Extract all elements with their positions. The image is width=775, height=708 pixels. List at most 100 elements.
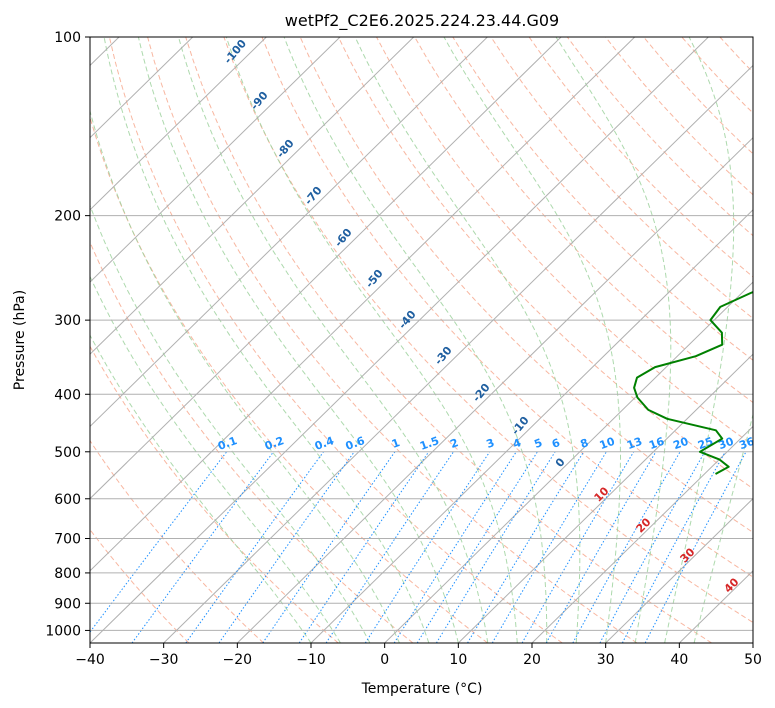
dry-adiabat-line <box>90 528 190 643</box>
mixing-ratio-label: 30 <box>717 435 736 453</box>
x-tick-label: 30 <box>597 652 615 668</box>
reference-lines: 0.1 0.2 0.4 0.6 1 1.5 2 3 4 5 6 8 10 13 16 20 25 30 36-100… <box>90 37 775 643</box>
mixing-ratio-line <box>621 451 726 643</box>
moist-adiabat-label: 40 <box>722 575 742 595</box>
moist-adiabat-line <box>283 37 548 643</box>
dry-adiabat-label: -90 <box>248 89 271 113</box>
moist-adiabat-line <box>90 334 312 643</box>
mixing-ratio-line <box>218 451 355 643</box>
dry-adiabat-label: -30 <box>432 344 455 368</box>
mixing-ratio-line <box>364 451 491 643</box>
isotherm-line <box>90 37 267 211</box>
x-axis-ticks: −40 −30 −20 −10 0 10 20 30 40 50 <box>75 643 762 668</box>
dry-adiabat-line <box>528 37 753 278</box>
mixing-ratio-line <box>572 451 681 643</box>
moist-adiabat-label: 30 <box>678 545 698 565</box>
mixing-ratio-line <box>325 451 454 643</box>
dewpoint-profile-line <box>633 290 753 475</box>
isotherm-line <box>384 281 753 643</box>
dry-adiabat-line <box>90 345 339 643</box>
mixing-ratio-line <box>644 451 747 643</box>
dry-adiabat-line <box>108 37 563 643</box>
dry-adiabat-line <box>185 37 712 643</box>
moist-adiabat-line <box>178 37 489 643</box>
mixing-ratio-line <box>599 451 706 643</box>
dry-adiabat-line <box>490 37 753 319</box>
y-axis-ticks: 100 200 300 400 500 600 700 800 900 1000 <box>45 30 90 639</box>
dry-adiabat-label: 0 <box>553 455 568 469</box>
moist-adiabat-line <box>225 37 518 643</box>
mixing-ratio-label: 10 <box>598 435 617 453</box>
mixing-ratio-line <box>393 451 517 643</box>
moist-adiabat-line <box>664 37 735 643</box>
isotherm-line <box>90 37 488 428</box>
moist-adiabat-line <box>693 412 753 643</box>
dry-adiabat-line <box>90 115 488 643</box>
mixing-ratio-label: 3 <box>485 436 497 451</box>
mixing-ratio-label: 8 <box>579 436 591 451</box>
y-tick-label: 700 <box>54 532 81 548</box>
dry-adiabat-line <box>223 37 753 624</box>
moist-adiabat-line <box>555 37 672 643</box>
isotherm-line <box>90 37 341 283</box>
dry-adiabat-label: -10 <box>509 414 532 438</box>
mixing-ratio-label: 0.6 <box>344 434 367 453</box>
mixing-ratio-label: 36 <box>737 435 756 453</box>
moist-adiabat-line <box>443 37 621 643</box>
mixing-ratio-label: 20 <box>671 435 690 453</box>
moist-adiabat-line <box>354 37 581 643</box>
x-tick-label: 0 <box>380 652 389 668</box>
dry-adiabat-label: -20 <box>470 381 493 405</box>
mixing-ratio-label: 5 <box>532 436 544 451</box>
mixing-ratio-lines <box>90 451 747 643</box>
isotherm-line <box>457 353 753 643</box>
isotherm-line <box>90 37 709 643</box>
moist-adiabat-label: 20 <box>634 515 654 535</box>
y-tick-label: 1000 <box>45 623 81 639</box>
dry-adiabat-label: -100 <box>221 37 249 67</box>
dry-adiabat-line <box>376 37 753 446</box>
mixing-ratio-label: 4 <box>511 436 523 451</box>
mixing-ratio-line <box>185 451 324 643</box>
moist-adiabat-line <box>90 109 400 643</box>
mixing-ratio-label: 0.1 <box>216 434 239 453</box>
y-tick-label: 500 <box>54 445 81 461</box>
dry-adiabat-line <box>147 37 638 643</box>
dry-adiabat-label: -50 <box>363 267 386 291</box>
isotherm-line <box>90 37 415 355</box>
x-axis-label: Temperature (°C) <box>361 681 483 697</box>
mixing-ratio-line <box>416 451 538 643</box>
x-tick-label: −10 <box>296 652 326 668</box>
isotherm-line <box>163 64 753 643</box>
isotherm-line <box>310 209 753 643</box>
skewed-isotherms <box>90 37 753 643</box>
mixing-ratio-line <box>90 451 228 633</box>
x-tick-label: 50 <box>744 652 762 668</box>
mixing-ratio-line <box>131 451 274 643</box>
mixing-ratio-label: 2 <box>448 436 460 451</box>
moist-adiabat-line <box>90 275 341 643</box>
mixing-ratio-label: 13 <box>625 435 644 452</box>
y-tick-label: 800 <box>54 566 81 582</box>
dry-adiabat-line <box>719 37 753 74</box>
isotherm-line <box>531 425 753 643</box>
chart-title: wetPf2_C2E6.2025.224.23.44.G09 <box>285 11 559 31</box>
mixing-ratio-line <box>262 451 396 643</box>
moist-adiabat-line <box>103 37 430 643</box>
isotherm-line <box>90 37 636 572</box>
x-tick-label: 20 <box>523 652 541 668</box>
mixing-ratio-label: 0.4 <box>313 434 336 453</box>
y-tick-label: 100 <box>54 30 81 46</box>
plot-frame <box>89 36 754 644</box>
isotherm-line <box>90 37 562 500</box>
x-tick-label: −30 <box>149 652 179 668</box>
isotherm-line <box>90 37 194 139</box>
mixing-ratio-line <box>467 451 585 643</box>
mixing-ratio-line <box>298 451 430 643</box>
y-tick-label: 900 <box>54 596 81 612</box>
mixing-ratio-line <box>545 451 657 643</box>
dry-adiabat-line <box>643 37 753 155</box>
dry-adiabat-line <box>758 37 775 643</box>
dry-adiabat-line <box>261 37 753 578</box>
